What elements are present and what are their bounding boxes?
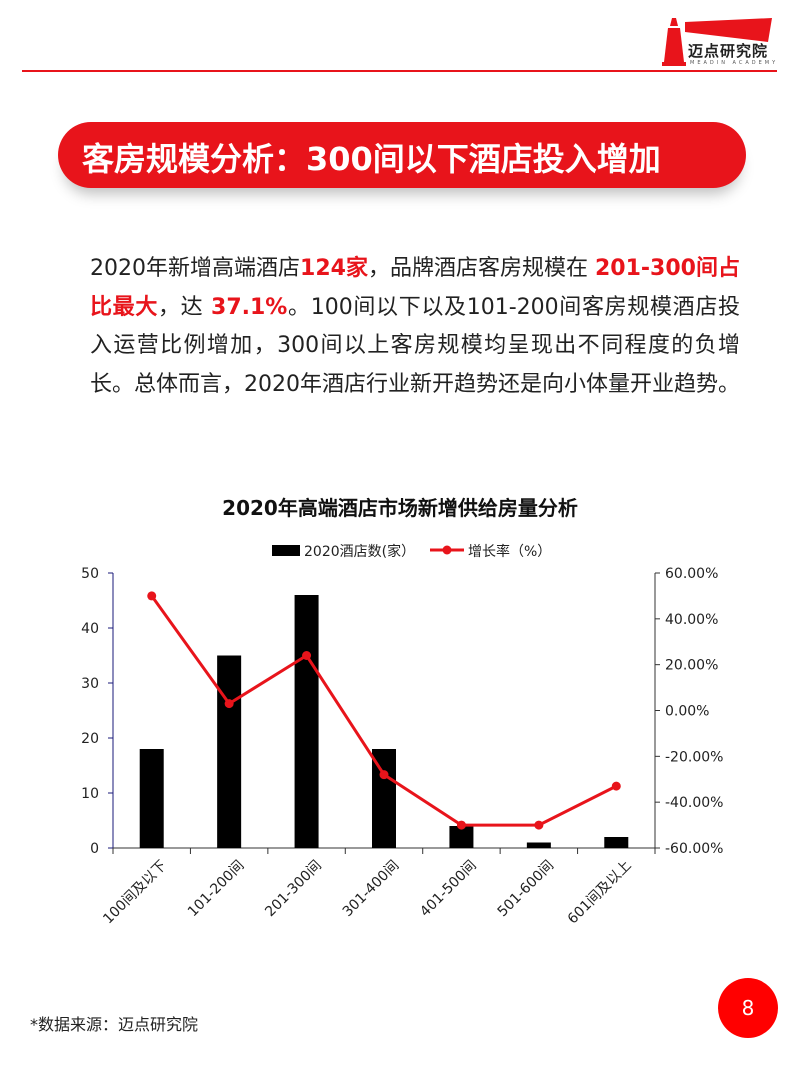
bar <box>139 749 164 848</box>
intro-text: 。100间以下以及101-200间客房规模酒店投入运营比例增加，300间以上客房… <box>90 294 740 397</box>
right-tick-label: -60.00% <box>665 841 723 857</box>
intro-text: 2020年新增高端酒店 <box>90 256 301 281</box>
intro-text: ，品牌酒店客房规模在 <box>367 256 595 281</box>
line-point <box>611 781 621 791</box>
bar <box>217 655 242 848</box>
line-point <box>224 699 234 709</box>
bar <box>372 749 396 848</box>
intro-highlight: 201-300间占比最大 <box>90 256 740 320</box>
title-banner: 客房规模分析：300间以下酒店投入增加 <box>58 122 746 188</box>
data-source: *数据来源：迈点研究院 <box>30 1015 199 1034</box>
line-point <box>302 651 312 660</box>
x-tick-label: 100间及以下 <box>100 858 170 928</box>
right-tick-label: 0.00% <box>665 704 709 720</box>
page-title: 客房规模分析：300间以下酒店投入增加 <box>82 140 661 178</box>
x-tick-label: 501-600间 <box>495 858 558 921</box>
right-tick-label: 20.00% <box>665 658 718 674</box>
line-point <box>456 820 466 830</box>
logo-text: 迈点研究院 <box>688 42 769 60</box>
intro-highlight: 124家 <box>300 256 368 281</box>
right-tick-label: -40.00% <box>665 795 723 811</box>
bar <box>526 842 551 848</box>
left-tick-label: 50 <box>81 566 99 582</box>
line-point <box>147 591 157 601</box>
intro-paragraph: 2020年新增高端酒店124家，品牌酒店客房规模在 201-300间占比最大，达… <box>90 250 740 404</box>
header-divider <box>22 70 777 72</box>
lighthouse-logo-icon <box>662 18 772 66</box>
bar <box>604 837 629 848</box>
left-tick-label: 10 <box>81 786 99 802</box>
bar <box>449 826 474 848</box>
intro-highlight: 37.1% <box>211 294 288 320</box>
right-tick-label: 60.00% <box>665 566 718 582</box>
right-tick-label: 40.00% <box>665 612 718 628</box>
x-tick-label: 101-200间 <box>185 858 248 921</box>
left-tick-label: 40 <box>81 621 99 637</box>
right-tick-label: -20.00% <box>665 749 723 765</box>
x-tick-label: 201-300间 <box>262 858 325 921</box>
legend-bar-swatch <box>272 545 300 556</box>
x-tick-label: 301-400间 <box>340 858 403 921</box>
left-tick-label: 0 <box>90 841 99 857</box>
line-point <box>534 820 544 830</box>
chart-title: 2020年高端酒店市场新增供给房量分析 <box>222 496 578 520</box>
legend-line-label: 增长率（%） <box>468 543 551 560</box>
intro-text: ，达 <box>158 294 212 320</box>
legend-bar-label: 2020酒店数(家） <box>304 543 415 560</box>
line-point <box>379 770 389 780</box>
page-number: 8 <box>718 978 778 1038</box>
left-tick-label: 30 <box>81 676 99 692</box>
x-tick-label: 401-500间 <box>417 858 480 921</box>
bar <box>294 595 319 848</box>
legend-line-marker <box>442 545 452 555</box>
logo-subtitle: MEADIN ACADEMY <box>690 60 779 66</box>
x-tick-label: 601间及以上 <box>565 858 635 928</box>
left-tick-label: 20 <box>81 731 99 747</box>
